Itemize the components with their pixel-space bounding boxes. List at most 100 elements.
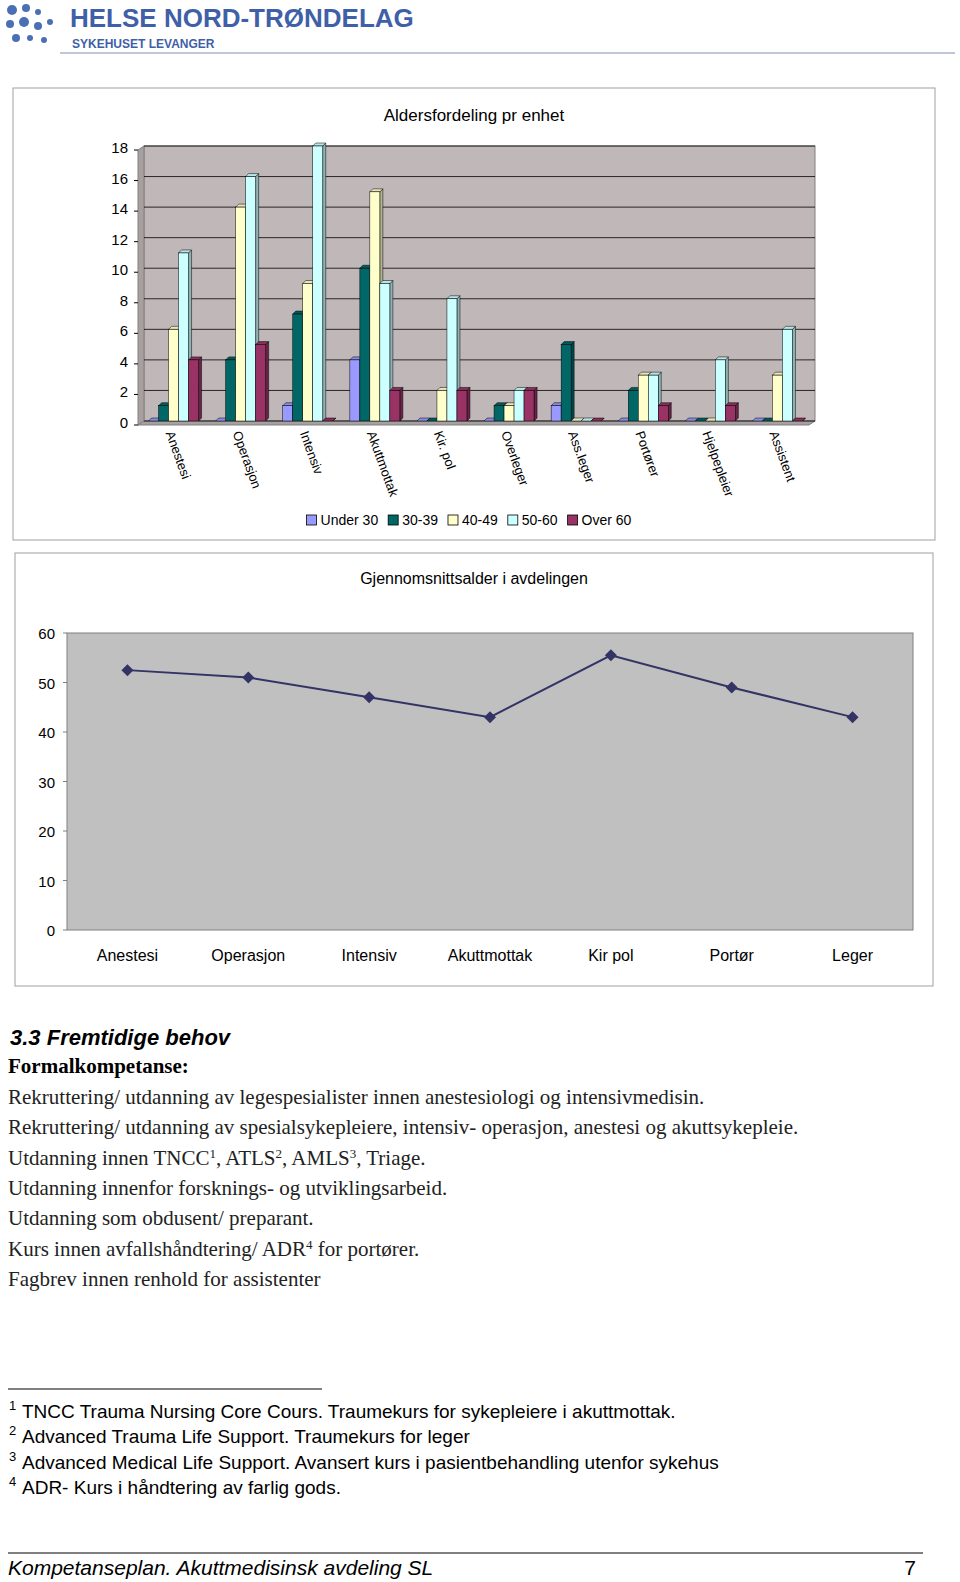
tick-label: 6 xyxy=(120,322,128,339)
tick-mark xyxy=(134,363,138,364)
text-run: Kurs innen avfallshåndtering/ ADR xyxy=(8,1237,306,1261)
plot-area xyxy=(144,146,815,421)
bar xyxy=(752,421,762,422)
text-run: Fagbrev innen renhold for assistenter xyxy=(8,1267,321,1291)
tick-label: 0 xyxy=(47,922,55,939)
tick-label: 16 xyxy=(111,170,128,187)
category-label: Portør xyxy=(709,947,754,964)
category-label: Overleger xyxy=(498,429,532,488)
body-line: Kurs innen avfallshåndtering/ ADR4 for p… xyxy=(8,1236,419,1261)
bar xyxy=(226,360,236,421)
bar xyxy=(216,421,226,422)
bar xyxy=(149,421,159,422)
tick-mark xyxy=(134,425,138,426)
bar xyxy=(504,406,514,421)
logo-dot xyxy=(41,37,47,43)
section-heading: 3.3 Fremtidige behov xyxy=(10,1025,232,1050)
bar-top xyxy=(524,387,537,390)
bar xyxy=(437,390,447,421)
tick-mark xyxy=(134,211,138,212)
header-rule xyxy=(60,53,955,54)
body-line: Rekruttering/ utdanning av legespesialis… xyxy=(8,1085,704,1109)
tick-label: 14 xyxy=(111,200,128,217)
bar xyxy=(628,390,638,421)
section-subheading: Formalkompetanse: xyxy=(8,1054,189,1078)
category-label: Anestesi xyxy=(97,947,158,964)
bar-top xyxy=(179,250,192,253)
footnote-number: 1 xyxy=(9,1398,16,1413)
bar xyxy=(792,421,802,422)
bar-top xyxy=(648,372,661,375)
body-line: Fagbrev innen renhold for assistenter xyxy=(8,1267,321,1291)
bar-top xyxy=(725,403,738,406)
legend-swatch xyxy=(388,515,398,525)
legend-swatch xyxy=(307,515,317,525)
category-label: Intensiv xyxy=(297,429,327,477)
bar xyxy=(618,421,628,422)
category-label: Ass.leger xyxy=(565,429,598,486)
category-label: Akuttmottak xyxy=(448,947,533,964)
tick-mark xyxy=(134,272,138,273)
legend-label: 30-39 xyxy=(402,512,438,528)
bar-top xyxy=(246,174,259,177)
bar xyxy=(782,329,792,421)
bar xyxy=(283,406,293,421)
line-group xyxy=(121,649,858,723)
text-run: , AMLS xyxy=(282,1146,350,1170)
text-run: Rekruttering/ utdanning av legespesialis… xyxy=(8,1085,704,1109)
tick-label: 12 xyxy=(111,231,128,248)
tick-mark xyxy=(134,180,138,181)
tick-mark xyxy=(134,241,138,242)
category-label: Portører xyxy=(632,429,663,480)
bar-top xyxy=(256,342,269,345)
bar-top xyxy=(457,387,470,390)
page: HELSE NORD-TRØNDELAGSYKEHUSET LEVANGERAl… xyxy=(0,0,960,1582)
bar xyxy=(591,421,601,422)
footnote-number: 4 xyxy=(9,1474,16,1489)
bar xyxy=(159,406,169,421)
legend: Under 3030-3940-4950-60Over 60 xyxy=(307,512,632,528)
bar xyxy=(189,360,199,421)
bar xyxy=(648,375,658,421)
text-run: , Triage. xyxy=(356,1146,425,1170)
footer-text: Kompetanseplan. Akuttmedisinsk avdeling … xyxy=(8,1556,433,1579)
footnote-text: ADR- Kurs i håndtering av farlig gods. xyxy=(22,1477,341,1498)
marker xyxy=(484,711,496,723)
tick-label: 4 xyxy=(120,353,128,370)
tick-label: 0 xyxy=(120,414,128,431)
body-line: Utdanning innen TNCC1, ATLS2, AMLS3, Tri… xyxy=(8,1145,426,1170)
bar xyxy=(695,421,705,422)
tick-mark xyxy=(63,633,67,634)
bar xyxy=(169,329,179,421)
bar-top xyxy=(447,296,460,299)
text-run: , ATLS xyxy=(216,1146,276,1170)
chart-frame xyxy=(13,88,935,540)
bar-top xyxy=(380,281,393,284)
category-label: Operasjon xyxy=(211,947,285,964)
bar-top xyxy=(189,357,202,360)
tick-mark xyxy=(134,333,138,334)
bar xyxy=(658,406,668,421)
marker xyxy=(605,649,617,661)
plot-area xyxy=(67,633,913,930)
tick-label: 2 xyxy=(120,383,128,400)
tick-mark xyxy=(63,930,67,931)
grid-line xyxy=(144,146,815,147)
legend-label: Under 30 xyxy=(321,512,379,528)
tick-mark xyxy=(134,394,138,395)
marker xyxy=(121,664,133,676)
bar xyxy=(256,345,266,421)
category-label: Kir pol xyxy=(588,947,633,964)
footer-rule xyxy=(8,1553,923,1554)
plot-floor xyxy=(138,421,815,425)
bar-side xyxy=(400,387,403,421)
line xyxy=(127,655,852,717)
category-label: Leger xyxy=(832,947,874,964)
bar-top xyxy=(715,357,728,360)
grid-line xyxy=(144,176,815,177)
bar xyxy=(685,421,695,422)
body-line: Rekruttering/ utdanning av spesialsykepl… xyxy=(8,1115,798,1139)
bar xyxy=(417,421,427,422)
category-label: Hjelpepleier xyxy=(699,429,737,499)
bar xyxy=(581,421,591,422)
